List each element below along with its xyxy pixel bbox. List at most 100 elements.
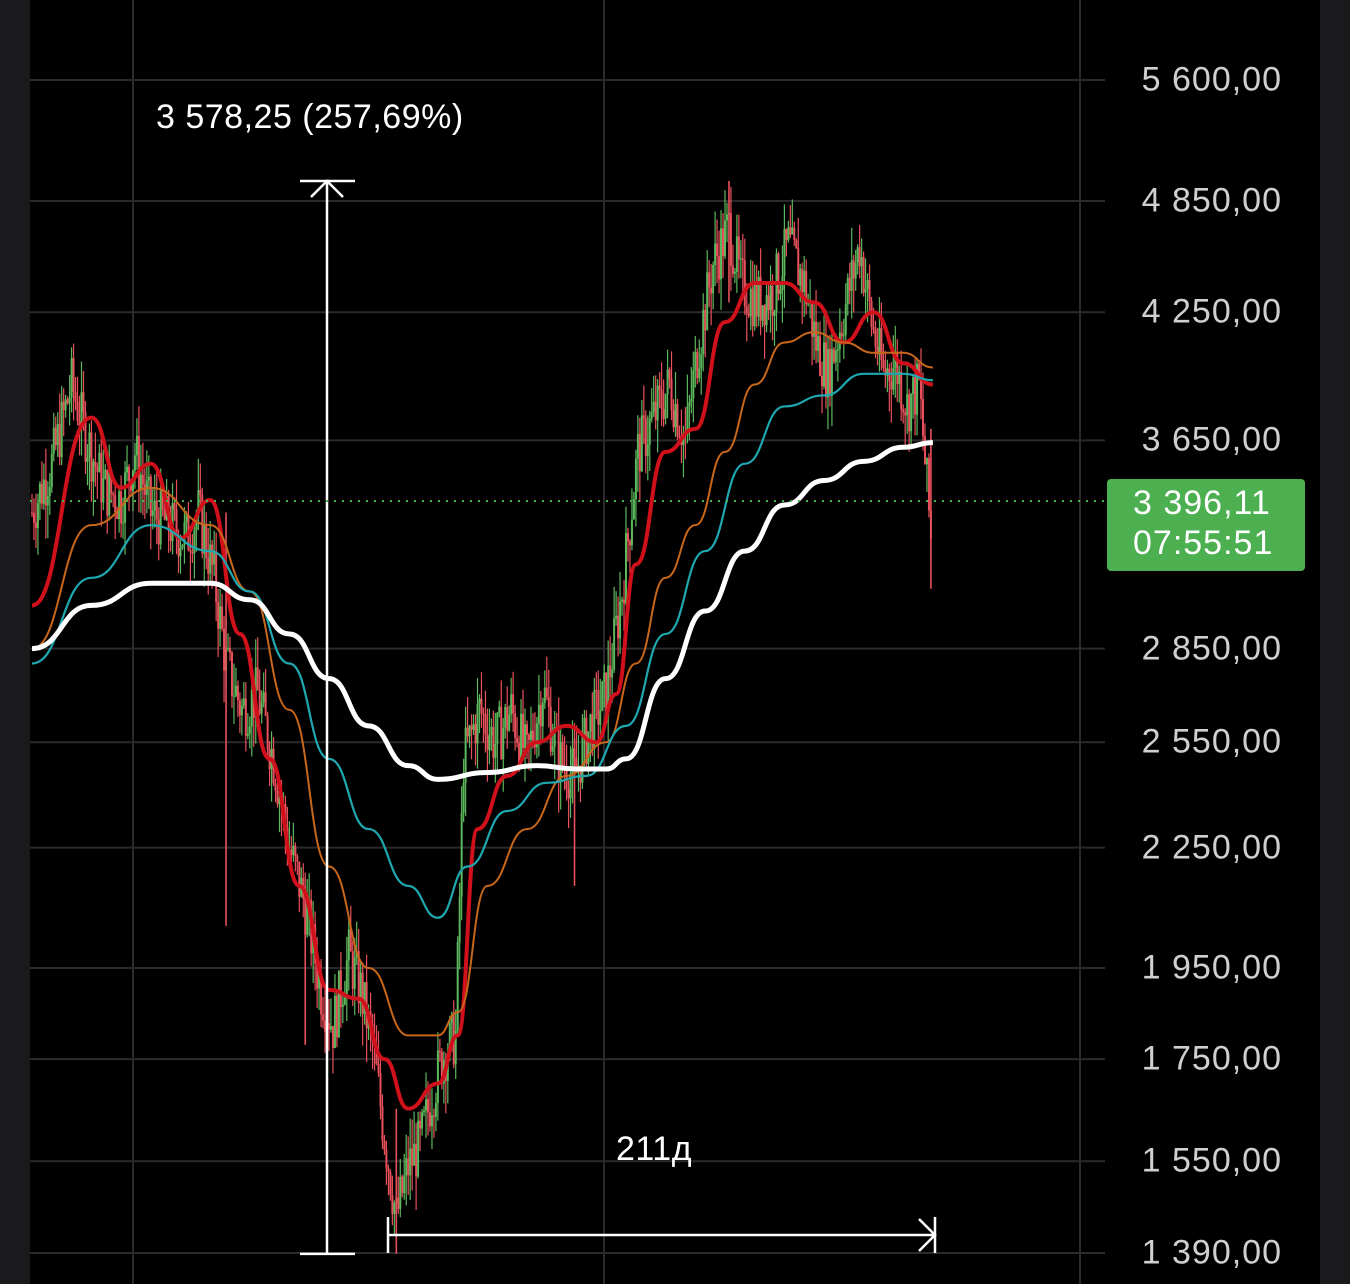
candle-body	[844, 303, 847, 336]
candle-body	[405, 1158, 408, 1176]
candle-body	[712, 265, 715, 294]
candle-body	[320, 974, 323, 1015]
candle-body	[666, 369, 669, 394]
candle-body	[494, 743, 497, 758]
candle-body	[850, 260, 853, 291]
candle-body	[840, 332, 843, 337]
candle-body	[266, 715, 269, 750]
candle-body	[423, 1110, 426, 1113]
candle-body	[159, 490, 162, 545]
candle-body	[811, 302, 814, 337]
candle-body	[322, 1014, 325, 1021]
candle-body	[260, 702, 263, 714]
candle-body	[508, 714, 511, 731]
candle-body	[757, 276, 760, 317]
candle-body	[725, 214, 728, 221]
candle-body	[737, 236, 740, 260]
y-tick-label: 1 390,00	[1141, 1233, 1282, 1272]
candle-body	[229, 648, 231, 653]
candle-body	[892, 367, 895, 390]
candle-body	[516, 737, 519, 743]
measure-tool	[300, 179, 937, 1256]
candle-body	[292, 845, 295, 856]
candle-body	[906, 394, 909, 416]
candle-body	[149, 476, 152, 517]
candle-body	[504, 707, 507, 728]
candle-body	[460, 812, 463, 897]
candle-body	[353, 957, 356, 989]
ma-long-line	[31, 440, 933, 782]
candle-body	[141, 474, 144, 485]
candle-body	[763, 305, 766, 326]
candle-body	[207, 558, 210, 574]
candle-body	[78, 421, 81, 427]
candle-body	[708, 272, 711, 288]
candle-body	[153, 500, 156, 511]
candle-body	[866, 280, 869, 289]
candle-body	[472, 724, 475, 730]
candle-body	[640, 415, 643, 472]
candle-body	[195, 517, 198, 531]
candle-body	[694, 351, 697, 371]
candle-body	[595, 690, 598, 692]
candle-body	[215, 551, 218, 602]
candle-body	[720, 228, 723, 280]
candle-body	[927, 458, 930, 511]
candle-body	[846, 277, 849, 304]
candle-body	[502, 727, 505, 760]
candle-body	[197, 490, 200, 518]
candle-body	[506, 707, 509, 731]
candle-body	[244, 698, 247, 736]
candle-body	[147, 476, 150, 481]
candle-body	[110, 472, 113, 494]
candle-body	[759, 276, 762, 321]
candle-body	[658, 385, 661, 390]
candle-body	[262, 692, 265, 703]
candle-body	[524, 724, 527, 749]
grid	[30, 0, 1105, 1284]
candle-body	[143, 484, 146, 495]
candle-body	[549, 706, 552, 752]
candle-body	[419, 1120, 422, 1129]
y-tick-label: 5 600,00	[1141, 60, 1282, 99]
candle-body	[175, 509, 178, 535]
candle-body	[169, 530, 172, 542]
y-tick-label: 2 850,00	[1141, 629, 1282, 668]
candle-body	[278, 797, 281, 805]
candle-body	[76, 401, 79, 422]
candle-body	[638, 433, 641, 472]
candle-body	[401, 1176, 404, 1194]
candle-body	[749, 288, 752, 316]
candle-body	[767, 295, 770, 311]
candle-body	[898, 371, 901, 384]
candle-body	[128, 466, 131, 481]
candle-body	[597, 690, 600, 725]
candle-body	[729, 213, 732, 266]
candle-body	[625, 532, 627, 604]
candle-body	[904, 412, 907, 416]
candle-body	[31, 512, 33, 514]
candle-body	[482, 713, 485, 715]
candle-body	[70, 358, 73, 398]
candle-body	[114, 495, 117, 512]
candle-body	[916, 363, 919, 415]
candle-body	[632, 498, 635, 520]
candle-body	[100, 452, 103, 503]
candle-body	[668, 369, 671, 380]
measure-right-arrow	[918, 1218, 937, 1252]
candle-body	[54, 427, 57, 446]
candle-body	[52, 427, 55, 454]
candle-body	[139, 474, 142, 490]
candle-body	[656, 385, 659, 421]
candle-body	[587, 731, 590, 765]
candle-body	[569, 772, 572, 799]
candle-body	[484, 714, 487, 735]
candle-body	[411, 1148, 414, 1166]
candle-body	[393, 1203, 396, 1215]
candle-body	[40, 483, 43, 504]
candle-body	[193, 530, 196, 554]
candle-body	[642, 415, 645, 419]
candle-body	[854, 262, 857, 279]
